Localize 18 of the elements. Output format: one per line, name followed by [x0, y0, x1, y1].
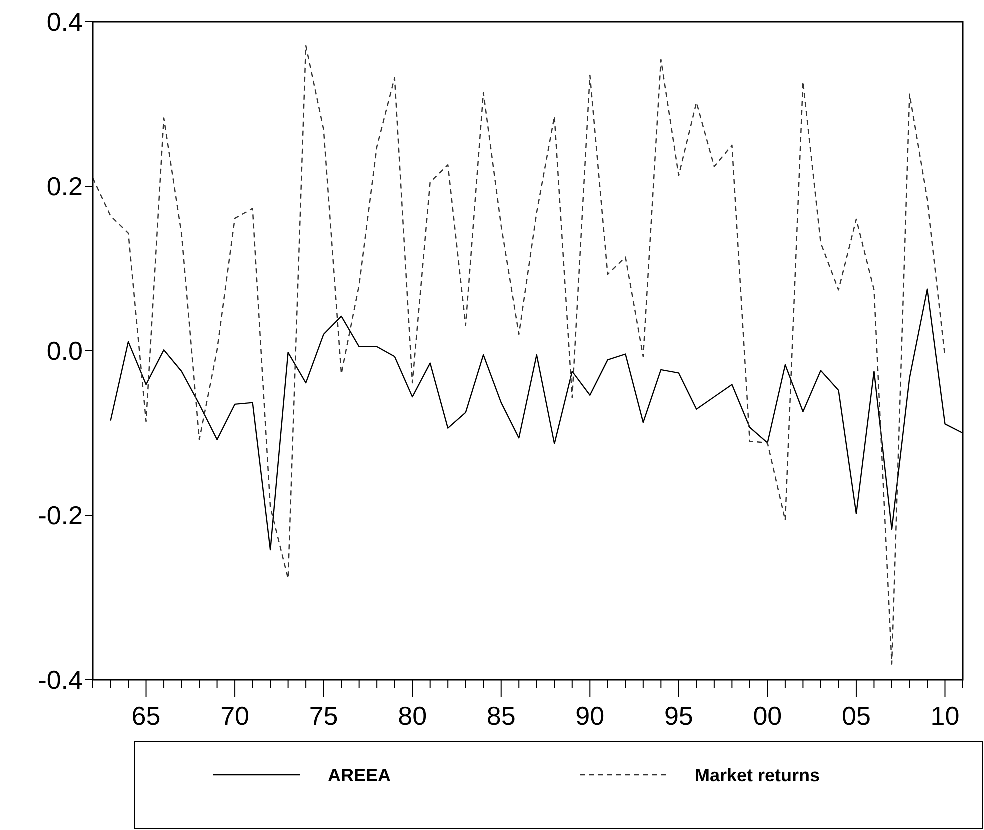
- y-tick-label: -0.2: [38, 500, 83, 531]
- x-tick-label: 85: [486, 701, 516, 731]
- x-tick-label: 00: [753, 701, 782, 731]
- x-tick-label: 90: [576, 701, 605, 731]
- y-tick-label: 0.0: [46, 336, 83, 366]
- x-tick-label: 95: [664, 701, 694, 731]
- legend-label: AREEA: [328, 765, 392, 786]
- y-tick-label: 0.4: [46, 7, 83, 38]
- line-series: [92, 45, 946, 665]
- legend-label: Market returns: [695, 765, 820, 786]
- x-tick-label: 65: [132, 701, 161, 731]
- x-tick-label: 05: [842, 701, 871, 731]
- y-tick-label: -0.4: [38, 665, 83, 696]
- x-tick-label: 70: [220, 701, 250, 731]
- y-tick-label: 0.2: [46, 172, 83, 202]
- x-tick-label: 75: [309, 701, 338, 731]
- x-tick-label: 10: [930, 701, 960, 731]
- x-tick-label: 80: [398, 701, 428, 731]
